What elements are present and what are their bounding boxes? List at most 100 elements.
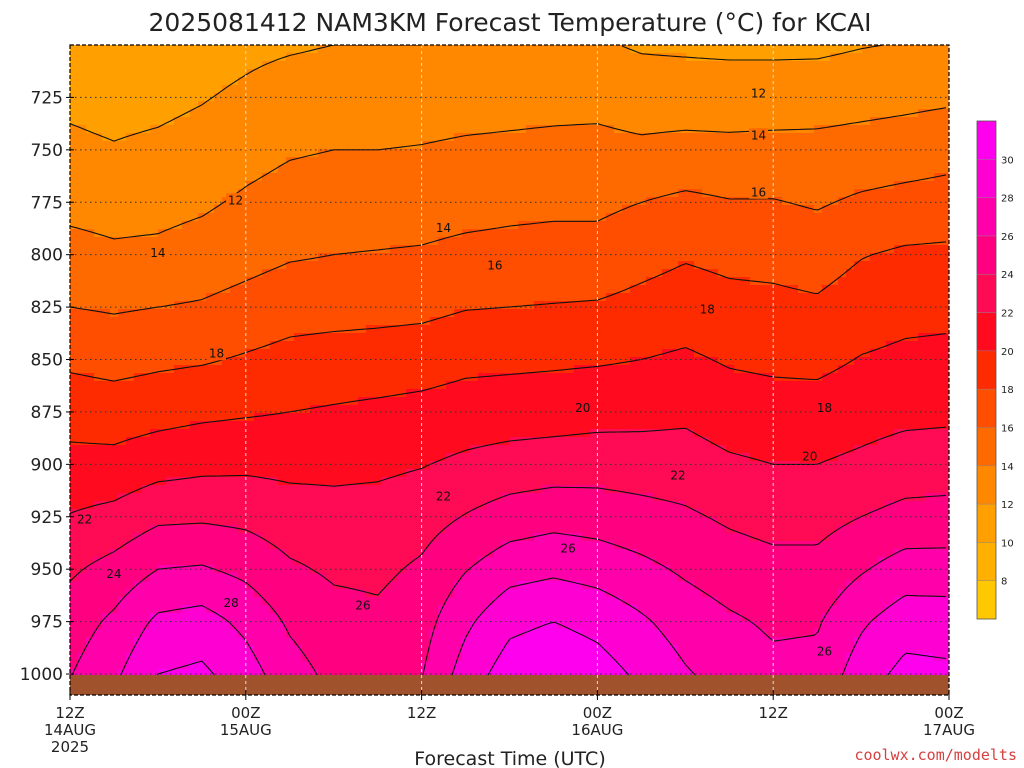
field-cell: [102, 133, 111, 142]
field-cell: [526, 549, 535, 558]
field-cell: [310, 437, 319, 446]
field-cell: [550, 405, 559, 414]
field-cell: [366, 205, 375, 214]
field-cell: [310, 285, 319, 294]
field-cell: [478, 101, 487, 110]
field-cell: [518, 445, 527, 454]
field-cell: [382, 389, 391, 398]
field-cell: [70, 213, 79, 222]
field-cell: [110, 229, 119, 238]
field-cell: [254, 133, 263, 142]
field-cell: [462, 533, 471, 542]
field-cell: [230, 669, 239, 678]
field-cell: [438, 469, 447, 478]
field-cell: [318, 245, 327, 254]
field-cell: [382, 173, 391, 182]
field-cell: [142, 429, 151, 438]
field-cell: [190, 341, 199, 350]
field-cell: [294, 341, 303, 350]
field-cell: [470, 213, 479, 222]
field-cell: [182, 205, 191, 214]
field-cell: [238, 261, 247, 270]
field-cell: [134, 413, 143, 422]
field-cell: [310, 77, 319, 86]
field-cell: [366, 493, 375, 502]
field-cell: [534, 413, 543, 422]
field-cell: [326, 509, 335, 518]
field-cell: [214, 117, 223, 126]
field-cell: [278, 189, 287, 198]
field-cell: [94, 421, 103, 430]
field-cell: [526, 181, 535, 190]
field-cell: [414, 525, 423, 534]
field-cell: [454, 69, 463, 78]
field-cell: [318, 405, 327, 414]
field-cell: [102, 413, 111, 422]
field-cell: [78, 69, 87, 78]
field-cell: [190, 229, 199, 238]
field-cell: [534, 613, 543, 622]
field-cell: [534, 301, 543, 310]
field-cell: [174, 213, 183, 222]
field-cell: [158, 413, 167, 422]
field-cell: [166, 653, 175, 662]
field-cell: [230, 637, 239, 646]
field-cell: [134, 261, 143, 270]
field-cell: [326, 229, 335, 238]
field-cell: [230, 373, 239, 382]
field-cell: [422, 469, 431, 478]
field-cell: [526, 653, 535, 662]
field-cell: [310, 349, 319, 358]
field-cell: [134, 533, 143, 542]
field-cell: [382, 221, 391, 230]
field-cell: [278, 285, 287, 294]
field-cell: [118, 365, 127, 374]
field-cell: [262, 405, 271, 414]
field-cell: [422, 453, 431, 462]
field-cell: [454, 613, 463, 622]
field-cell: [238, 437, 247, 446]
field-cell: [422, 285, 431, 294]
field-cell: [550, 133, 559, 142]
field-cell: [278, 557, 287, 566]
field-cell: [358, 453, 367, 462]
field-cell: [158, 189, 167, 198]
field-cell: [286, 429, 295, 438]
field-cell: [366, 69, 375, 78]
field-cell: [534, 437, 543, 446]
field-cell: [254, 565, 263, 574]
field-cell: [270, 605, 279, 614]
field-cell: [406, 525, 415, 534]
field-cell: [470, 301, 479, 310]
field-cell: [302, 197, 311, 206]
field-cell: [118, 69, 127, 78]
field-cell: [534, 325, 543, 334]
field-cell: [286, 181, 295, 190]
field-cell: [526, 261, 535, 270]
field-cell: [126, 109, 135, 118]
field-cell: [78, 125, 87, 134]
field-cell: [342, 373, 351, 382]
field-cell: [166, 61, 175, 70]
field-cell: [94, 477, 103, 486]
field-cell: [110, 637, 119, 646]
field-cell: [182, 141, 191, 150]
field-cell: [142, 309, 151, 318]
field-cell: [526, 85, 535, 94]
field-cell: [390, 517, 399, 526]
field-cell: [494, 325, 503, 334]
field-cell: [430, 285, 439, 294]
field-cell: [478, 517, 487, 526]
field-cell: [110, 125, 119, 134]
field-cell: [126, 149, 135, 158]
field-cell: [190, 53, 199, 62]
field-cell: [510, 237, 519, 246]
field-cell: [470, 381, 479, 390]
field-cell: [542, 69, 551, 78]
field-cell: [342, 413, 351, 422]
field-cell: [398, 381, 407, 390]
field-cell: [254, 397, 263, 406]
field-cell: [126, 205, 135, 214]
field-cell: [446, 501, 455, 510]
field-cell: [366, 461, 375, 470]
